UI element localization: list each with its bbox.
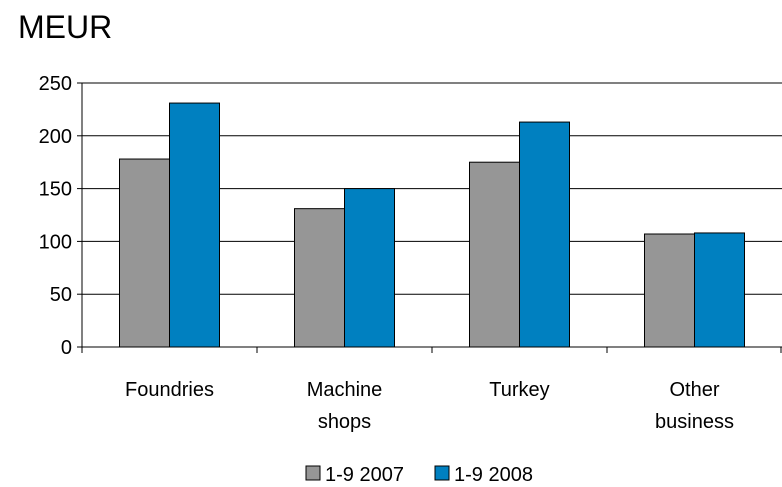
y-tick-label: 200 xyxy=(39,126,72,148)
x-category-label: Other business xyxy=(655,379,734,433)
y-tick-label: 250 xyxy=(39,73,72,95)
x-category-label: Machine shops xyxy=(307,379,383,433)
legend-swatch xyxy=(305,465,321,481)
x-category-label: Foundries xyxy=(125,379,214,401)
axes: 0 50 100 150 200 250 Foundries Machine shops Turk… xyxy=(39,73,782,433)
y-tick-label: 0 xyxy=(61,337,72,359)
bar xyxy=(169,102,220,348)
bar xyxy=(644,233,695,348)
y-tick-label: 50 xyxy=(50,284,72,306)
legend-label: 1-9 2008 xyxy=(454,464,533,486)
legend-label: 1-9 2007 xyxy=(325,464,404,486)
legend: 1-9 2007 1-9 2008 xyxy=(305,464,533,486)
chart-title: MEUR xyxy=(18,9,112,45)
bars xyxy=(119,102,745,348)
bar xyxy=(519,121,570,348)
bar xyxy=(344,188,395,348)
bar xyxy=(294,208,345,348)
x-category-label: Turkey xyxy=(489,379,549,401)
bar xyxy=(119,158,170,348)
y-tick-label: 150 xyxy=(39,179,72,201)
legend-swatch xyxy=(434,465,450,481)
bar xyxy=(469,161,520,348)
bar xyxy=(694,232,745,348)
y-tick-label: 100 xyxy=(39,231,72,253)
